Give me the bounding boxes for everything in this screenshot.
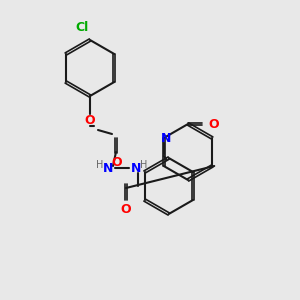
Text: N: N — [131, 161, 141, 175]
Text: N: N — [103, 161, 113, 175]
Text: Cl: Cl — [75, 21, 88, 34]
Text: N: N — [160, 131, 171, 145]
Text: O: O — [208, 118, 219, 130]
Text: H: H — [96, 160, 104, 170]
Text: H: H — [140, 160, 148, 170]
Text: O: O — [85, 113, 95, 127]
Text: O: O — [121, 203, 131, 216]
Text: O: O — [112, 156, 122, 169]
